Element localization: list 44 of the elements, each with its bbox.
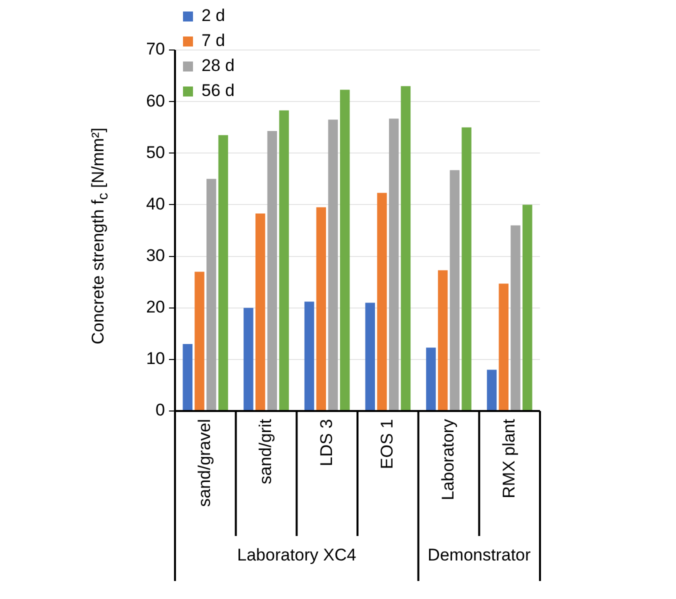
- bar: [279, 110, 289, 410]
- x-tick-label: Laboratory: [438, 418, 458, 500]
- bar: [400, 86, 411, 410]
- bar: [218, 135, 228, 410]
- legend-label: 56 d: [202, 81, 235, 100]
- bar: [267, 130, 278, 410]
- legend-label: 2 d: [202, 6, 226, 26]
- bar: [388, 118, 399, 410]
- y-tick-label: 0: [156, 400, 165, 420]
- bar: [244, 308, 254, 410]
- bar: [486, 370, 497, 410]
- bar: [462, 127, 472, 410]
- y-tick-label: 60: [146, 91, 165, 110]
- y-tick-label: 30: [146, 246, 165, 265]
- y-tick-label: 40: [146, 194, 165, 214]
- y-tick-label: 10: [146, 349, 165, 368]
- x-tick-label: RMX plant: [499, 418, 518, 498]
- bar: [426, 348, 436, 410]
- text: Laboratory XC4: [237, 546, 356, 565]
- bar: [328, 120, 338, 410]
- bar: [316, 207, 326, 410]
- bar: [365, 302, 375, 410]
- y-tick-label: 70: [146, 40, 165, 59]
- legend-label: 7 d: [202, 31, 226, 50]
- bar: [194, 272, 204, 410]
- bar: [522, 204, 532, 410]
- bar: [377, 192, 387, 410]
- x-tick-label: EOS 1: [378, 419, 397, 470]
- bar: [304, 302, 314, 410]
- bar: [255, 213, 266, 410]
- text: Demonstrator: [428, 546, 531, 565]
- bar: [510, 225, 520, 410]
- bar: [498, 284, 509, 410]
- bar: [206, 178, 216, 410]
- legend-label: 28 d: [202, 56, 235, 76]
- bar: [438, 270, 448, 410]
- x-tick-label: sand/gravel: [195, 419, 214, 507]
- x-tick-label: sand/grit: [256, 418, 275, 484]
- bar: [450, 170, 460, 410]
- bar: [340, 90, 350, 410]
- y-tick-label: 20: [146, 298, 165, 317]
- y-tick-label: 50: [146, 142, 165, 162]
- x-tick-label: LDS 3: [316, 419, 336, 466]
- bar: [182, 344, 192, 410]
